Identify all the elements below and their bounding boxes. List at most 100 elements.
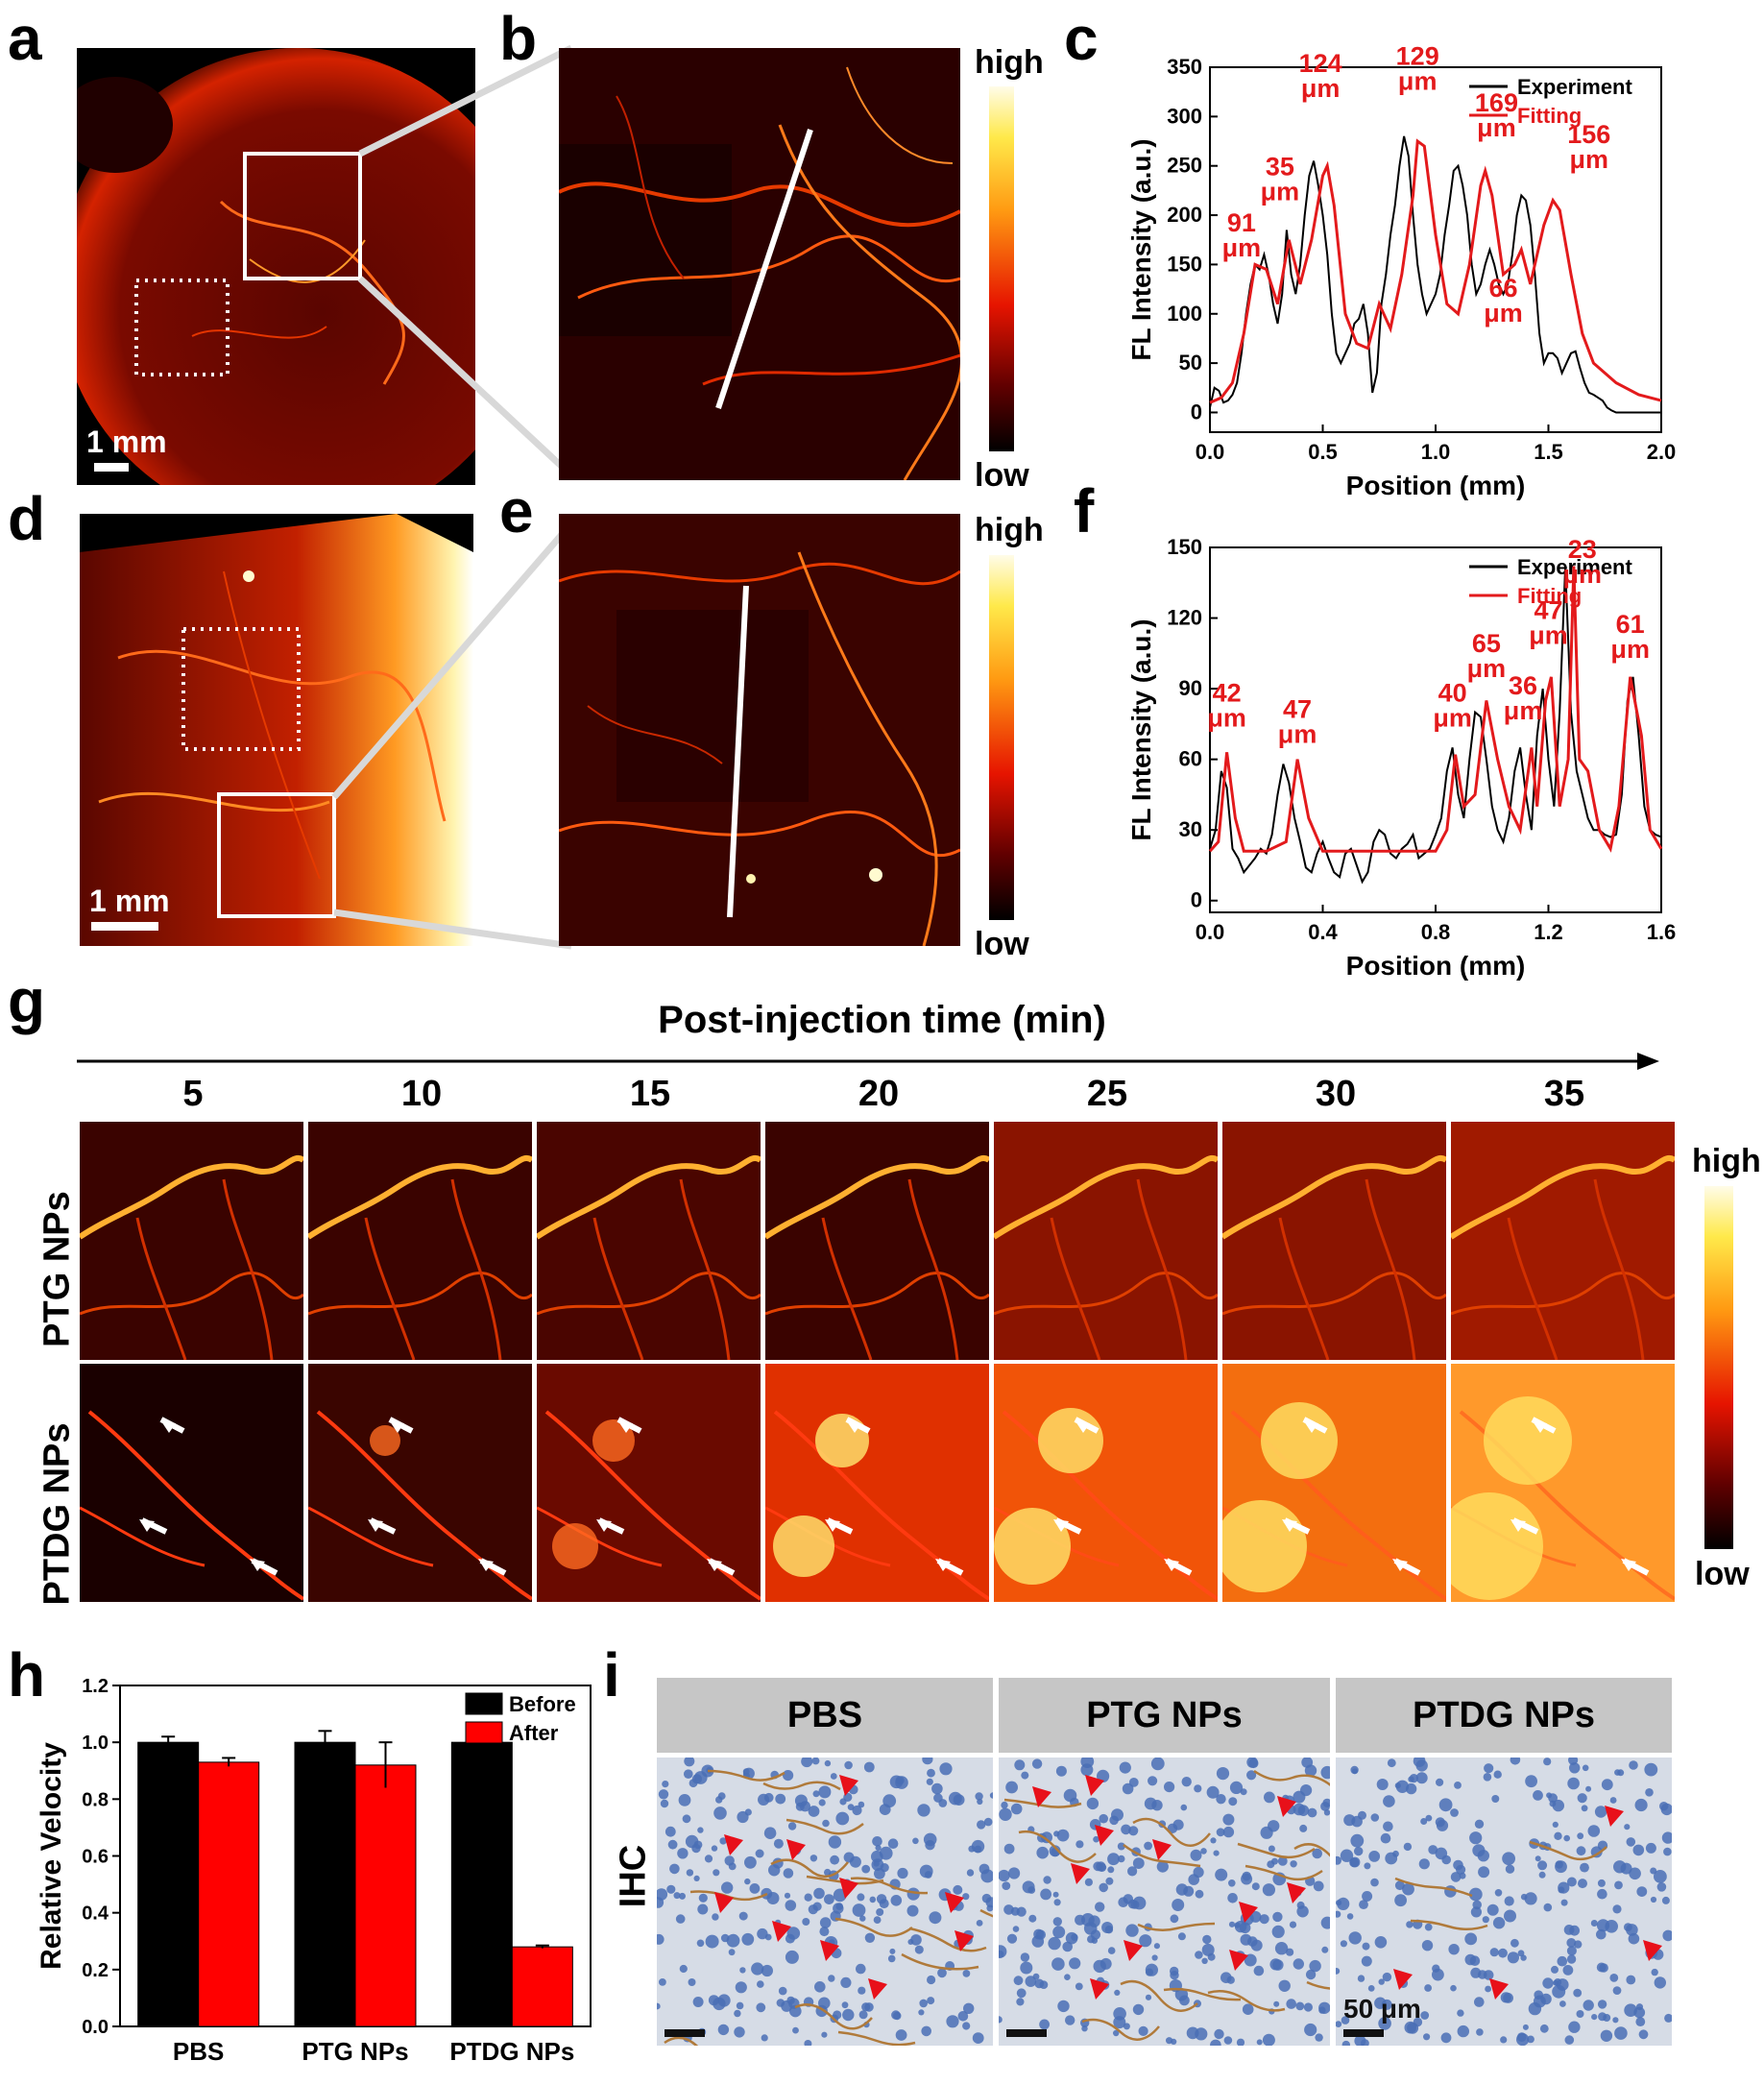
y-axis-label: FL Intensity (a.u.) <box>1126 618 1156 840</box>
profile-line-e <box>727 585 749 918</box>
series-line-experiment <box>1209 566 1662 885</box>
ihc-header-ptg: PTG NPs <box>999 1678 1330 1753</box>
y-axis-label: Relative Velocity <box>36 1742 67 1970</box>
y-tick-label: 150 <box>1167 535 1202 559</box>
y-tick-label: 90 <box>1179 676 1202 700</box>
time-label-20: 20 <box>858 1074 900 1114</box>
series-line-fitting <box>1208 566 1663 853</box>
micrograph-d: 1 mm <box>80 514 473 946</box>
arrow-icon <box>139 1519 155 1532</box>
profile-line-b <box>715 129 813 409</box>
bar-after <box>354 1764 417 2027</box>
legend-label-after: After <box>509 1721 559 1745</box>
arrow-icon <box>596 1519 612 1532</box>
ihc-scalebar-line <box>1006 2029 1047 2037</box>
panel-g-title: Post-injection time (min) <box>658 999 1106 1041</box>
time-label-10: 10 <box>400 1074 443 1114</box>
scalebar-line-a <box>94 463 129 472</box>
tile-ptg-5min <box>80 1122 303 1360</box>
peak-width-unit: μm <box>1222 233 1262 262</box>
category-label: PTDG NPs <box>449 2037 574 2066</box>
peak-width-value: 35 <box>1266 153 1294 182</box>
panel-label-i: i <box>603 1640 620 1709</box>
ihc-image-ptg <box>999 1758 1330 2046</box>
tile-ptdg-35min <box>1451 1364 1675 1602</box>
arrowhead-icon <box>724 1834 743 1855</box>
ihc-image-ptdg: 50 μm <box>1336 1758 1672 2046</box>
arrow-icon <box>1621 1559 1636 1571</box>
y-tick-label: 1.0 <box>82 1733 109 1754</box>
panel-label-f: f <box>1074 476 1095 545</box>
tile-ptdg-20min <box>765 1364 989 1602</box>
arrow-icon <box>1164 1559 1179 1571</box>
panel-label-b: b <box>499 4 538 73</box>
peak-width-value: 42 <box>1213 678 1242 707</box>
bar-after <box>198 1761 260 2027</box>
peak-width-unit: μm <box>1477 113 1516 142</box>
panel-label-c: c <box>1064 4 1099 73</box>
panel-label-g: g <box>8 966 46 1035</box>
arrowhead-icon <box>1071 1863 1090 1884</box>
peak-width-unit: μm <box>1433 703 1472 732</box>
ihc-header-ptdg: PTDG NPs <box>1336 1678 1672 1753</box>
y-tick-label: 250 <box>1167 154 1202 178</box>
tile-ptdg-15min <box>537 1364 761 1602</box>
x-tick-label: 0.4 <box>1308 920 1338 944</box>
arrowhead-icon <box>714 1892 734 1913</box>
y-tick-label: 0.0 <box>82 2017 109 2038</box>
arrow-icon <box>368 1519 383 1532</box>
colorbar-high-label-g: high <box>1692 1143 1761 1179</box>
arrowhead-icon <box>945 1892 964 1913</box>
panel-label-a: a <box>8 4 42 73</box>
colorbar-high-label-b: high <box>975 44 1044 81</box>
micrograph-e <box>559 514 960 946</box>
peak-width-unit: μm <box>1261 178 1300 206</box>
y-tick-label: 30 <box>1179 817 1202 841</box>
scalebar-label-a: 1 mm <box>86 424 167 459</box>
arrowhead-icon <box>1239 1902 1258 1923</box>
tile-ptdg-25min <box>994 1364 1218 1602</box>
panel-label-h: h <box>8 1640 46 1709</box>
peak-width-value: 156 <box>1567 120 1610 149</box>
legend-label-experiment: Experiment <box>1517 555 1632 579</box>
x-tick-label: 0.8 <box>1421 920 1451 944</box>
micrograph-a: 1 mm <box>77 48 475 485</box>
y-tick-label: 100 <box>1167 302 1202 326</box>
time-label-15: 15 <box>629 1074 671 1114</box>
y-tick-label: 0.6 <box>82 1847 109 1868</box>
arrowhead-icon <box>1085 1775 1104 1796</box>
tile-ptg-20min <box>765 1122 989 1360</box>
colorbar-g <box>1704 1186 1733 1549</box>
ihc-scalebar-line <box>1343 2029 1384 2037</box>
ihc-header-pbs: PBS <box>657 1678 993 1753</box>
arrowhead-icon <box>786 1839 806 1860</box>
row-label-ptdg: PTDG NPs <box>36 1422 78 1606</box>
peak-width-unit: μm <box>1610 635 1650 664</box>
colorbar-low-label-b: low <box>975 457 1029 494</box>
arrowhead-icon <box>772 1921 791 1942</box>
scalebar-line-d <box>91 922 158 931</box>
arrowhead-icon <box>1643 1940 1662 1961</box>
panel-label-e: e <box>499 476 534 545</box>
arrowhead-icon <box>1090 1978 1109 2000</box>
legend-label-before: Before <box>509 1692 576 1716</box>
chart-h: 0.0 0.2 0.4 0.6 0.8 1.0 1.2 Relative Velocity PB… <box>36 1676 592 2066</box>
y-tick-label: 200 <box>1167 203 1202 227</box>
colorbar-high-label-e: high <box>975 512 1044 548</box>
y-tick-label: 60 <box>1179 747 1202 771</box>
peak-width-value: 36 <box>1509 671 1537 700</box>
peak-width-value: 47 <box>1283 694 1312 723</box>
zoom-connector-a <box>357 44 574 478</box>
series-line-experiment <box>1209 135 1661 414</box>
arrow-icon <box>1053 1519 1069 1532</box>
peak-width-unit: μm <box>1467 654 1507 683</box>
x-tick-label: 0.0 <box>1196 440 1225 464</box>
zoom-connector-d <box>331 521 574 950</box>
tile-ptg-30min <box>1222 1122 1446 1360</box>
ihc-image-pbs <box>657 1758 993 2046</box>
time-label-25: 25 <box>1086 1074 1128 1114</box>
bar-after <box>511 1946 573 2027</box>
arrow-icon <box>825 1519 840 1532</box>
peak-width-value: 61 <box>1616 610 1645 639</box>
arrowhead-icon <box>1287 1882 1306 1903</box>
